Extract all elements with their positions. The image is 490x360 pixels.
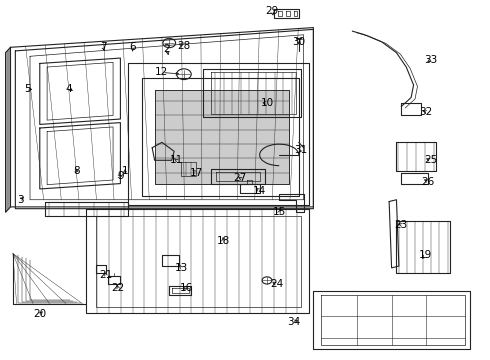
Text: 31: 31 [294,144,308,154]
Text: 27: 27 [234,173,247,183]
Text: 22: 22 [111,283,124,293]
Text: 2: 2 [164,44,170,54]
Text: 34: 34 [287,317,300,327]
Text: 13: 13 [175,263,188,273]
Text: 33: 33 [424,55,437,65]
Text: 17: 17 [190,168,203,178]
Text: 16: 16 [180,283,193,293]
Text: 25: 25 [424,155,437,165]
Text: 18: 18 [217,236,230,246]
Text: 32: 32 [419,107,432,117]
Polygon shape [155,90,289,184]
Text: 3: 3 [17,195,24,205]
Text: 19: 19 [419,250,432,260]
Text: 14: 14 [253,186,266,196]
Text: 12: 12 [155,67,169,77]
Text: 1: 1 [122,166,128,176]
Text: 11: 11 [170,155,183,165]
Text: 4: 4 [66,84,73,94]
Text: 30: 30 [292,37,305,47]
Text: 5: 5 [24,84,31,94]
Text: 10: 10 [260,98,273,108]
Text: 26: 26 [421,177,435,187]
Text: 21: 21 [99,270,112,280]
Text: 7: 7 [100,42,107,52]
Text: 29: 29 [265,6,278,17]
Text: 23: 23 [395,220,408,230]
Text: 9: 9 [117,171,123,181]
Text: 28: 28 [177,41,191,50]
Text: 20: 20 [33,310,47,319]
Text: 6: 6 [129,42,136,52]
Text: 15: 15 [272,207,286,217]
Text: 8: 8 [73,166,80,176]
Text: 24: 24 [270,279,283,289]
